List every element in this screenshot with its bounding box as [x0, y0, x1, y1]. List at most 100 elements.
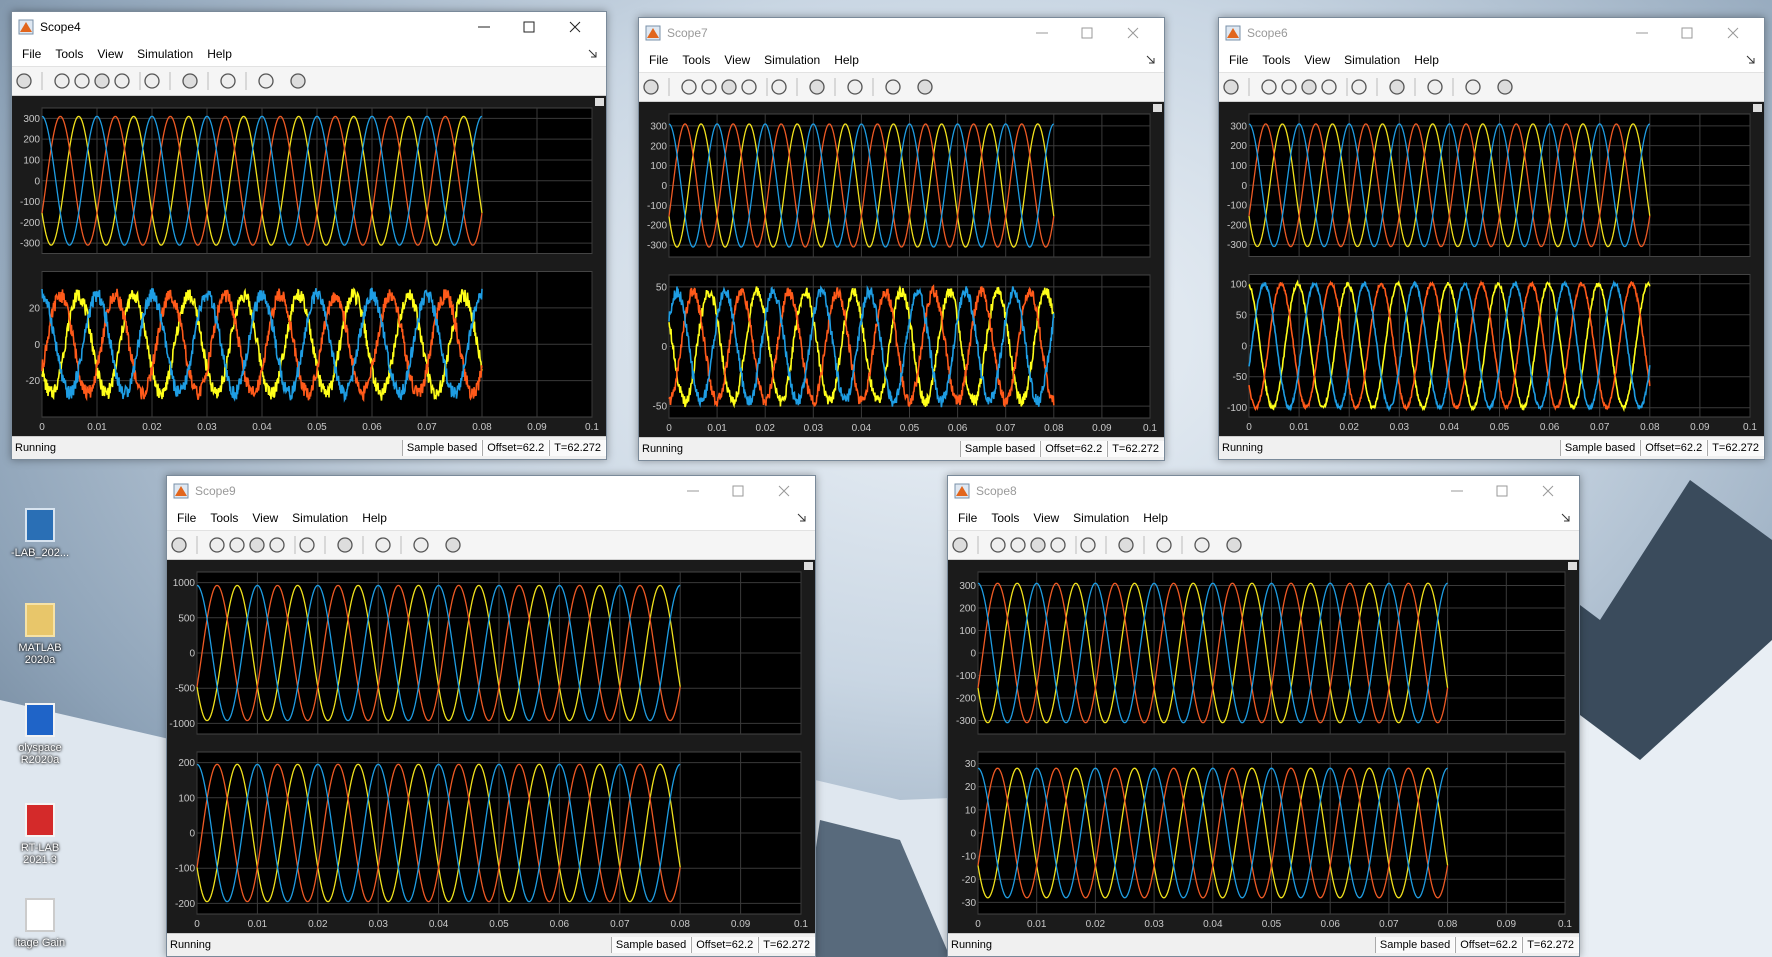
menu-item[interactable]: Tools — [682, 53, 710, 67]
y-tick-label: -300 — [956, 716, 976, 727]
menu-item[interactable]: Simulation — [764, 53, 820, 67]
toolbar-button[interactable] — [1157, 538, 1171, 552]
close-button[interactable] — [1728, 28, 1738, 38]
toolbar-button[interactable] — [250, 538, 264, 552]
menu-item[interactable]: Simulation — [137, 47, 193, 61]
close-button[interactable] — [1543, 486, 1553, 496]
toolbar-button[interactable] — [810, 80, 824, 94]
undock-button[interactable] — [1753, 104, 1762, 112]
menu-item[interactable]: View — [1033, 511, 1059, 525]
toolbar-button[interactable] — [1011, 538, 1025, 552]
menu-item[interactable]: View — [97, 47, 123, 61]
toolbar-button[interactable] — [414, 538, 428, 552]
toolbar-button[interactable] — [772, 80, 786, 94]
menu-item[interactable]: File — [177, 511, 196, 525]
menu-item[interactable]: Simulation — [292, 511, 348, 525]
menu-item[interactable]: Help — [1143, 511, 1168, 525]
toolbar — [167, 530, 815, 560]
menu-item[interactable]: View — [1304, 53, 1330, 67]
toolbar-button[interactable] — [259, 74, 273, 88]
toolbar-button[interactable] — [742, 80, 756, 94]
toolbar-button[interactable] — [644, 80, 658, 94]
menu-item[interactable]: Tools — [1262, 53, 1290, 67]
toolbar-button[interactable] — [1224, 80, 1238, 94]
toolbar-button[interactable] — [1119, 538, 1133, 552]
desktop-icon[interactable]: -LAB_202... — [0, 505, 80, 559]
toolbar-button[interactable] — [1031, 538, 1045, 552]
toolbar-button[interactable] — [918, 80, 932, 94]
toolbar-button[interactable] — [291, 74, 305, 88]
toolbar-button[interactable] — [1466, 80, 1480, 94]
toolbar-button[interactable] — [1262, 80, 1276, 94]
close-button[interactable] — [570, 22, 580, 32]
menu-item[interactable]: Help — [1414, 53, 1439, 67]
toolbar-button[interactable] — [1227, 538, 1241, 552]
toolbar-button[interactable] — [1282, 80, 1296, 94]
toolbar-button[interactable] — [446, 538, 460, 552]
close-button[interactable] — [1128, 28, 1138, 38]
toolbar-button[interactable] — [1195, 538, 1209, 552]
toolbar-button[interactable] — [1498, 80, 1512, 94]
maximize-button[interactable] — [733, 486, 743, 496]
x-tick-label: 0.07 — [1590, 422, 1610, 433]
menu-item[interactable]: View — [252, 511, 278, 525]
close-button[interactable] — [779, 486, 789, 496]
plot-region: 3002001000-100-200-30000.010.020.030.040… — [639, 102, 1164, 438]
undock-button[interactable] — [1153, 104, 1162, 112]
toolbar-button[interactable] — [55, 74, 69, 88]
toolbar-button[interactable] — [210, 538, 224, 552]
toolbar-button[interactable] — [95, 74, 109, 88]
menu-item[interactable]: View — [724, 53, 750, 67]
menu-item[interactable]: Tools — [55, 47, 83, 61]
maximize-button[interactable] — [1497, 486, 1507, 496]
toolbar-button[interactable] — [376, 538, 390, 552]
toolbar-button[interactable] — [702, 80, 716, 94]
toolbar-button[interactable] — [115, 74, 129, 88]
toolbar-button[interactable] — [75, 74, 89, 88]
toolbar-button[interactable] — [300, 538, 314, 552]
menu-item[interactable]: Simulation — [1344, 53, 1400, 67]
toolbar-button[interactable] — [1390, 80, 1404, 94]
toolbar-button[interactable] — [1051, 538, 1065, 552]
menu-item[interactable]: File — [1229, 53, 1248, 67]
menu-item[interactable]: Help — [207, 47, 232, 61]
maximize-button[interactable] — [524, 22, 534, 32]
toolbar-button[interactable] — [1322, 80, 1336, 94]
menu-item[interactable]: Tools — [991, 511, 1019, 525]
toolbar-button[interactable] — [145, 74, 159, 88]
toolbar-button[interactable] — [1081, 538, 1095, 552]
undock-button[interactable] — [595, 98, 604, 106]
toolbar-button[interactable] — [886, 80, 900, 94]
undock-button[interactable] — [804, 562, 813, 570]
menu-item[interactable]: Simulation — [1073, 511, 1129, 525]
toolbar-button[interactable] — [221, 74, 235, 88]
menu-item[interactable]: File — [22, 47, 41, 61]
menu-item[interactable]: File — [649, 53, 668, 67]
menu-item[interactable]: Help — [362, 511, 387, 525]
toolbar-button[interactable] — [338, 538, 352, 552]
toolbar-button[interactable] — [230, 538, 244, 552]
toolbar-button[interactable] — [991, 538, 1005, 552]
toolbar-button[interactable] — [1428, 80, 1442, 94]
toolbar-button[interactable] — [722, 80, 736, 94]
toolbar-button[interactable] — [1352, 80, 1366, 94]
toolbar-button[interactable] — [1302, 80, 1316, 94]
menu-item[interactable]: Help — [834, 53, 859, 67]
toolbar-button[interactable] — [682, 80, 696, 94]
toolbar-button[interactable] — [270, 538, 284, 552]
desktop-icon[interactable]: ltage Gain — [0, 895, 80, 949]
toolbar-button[interactable] — [848, 80, 862, 94]
maximize-button[interactable] — [1682, 28, 1692, 38]
undock-button[interactable] — [1568, 562, 1577, 570]
toolbar-button[interactable] — [953, 538, 967, 552]
toolbar-button[interactable] — [17, 74, 31, 88]
toolbar-button[interactable] — [172, 538, 186, 552]
menu-item[interactable]: File — [958, 511, 977, 525]
desktop: -LAB_202... MATLAB2020a olyspaceR2020a RT-L… — [0, 0, 1772, 957]
toolbar-button[interactable] — [183, 74, 197, 88]
menu-item[interactable]: Tools — [210, 511, 238, 525]
maximize-button[interactable] — [1082, 28, 1092, 38]
